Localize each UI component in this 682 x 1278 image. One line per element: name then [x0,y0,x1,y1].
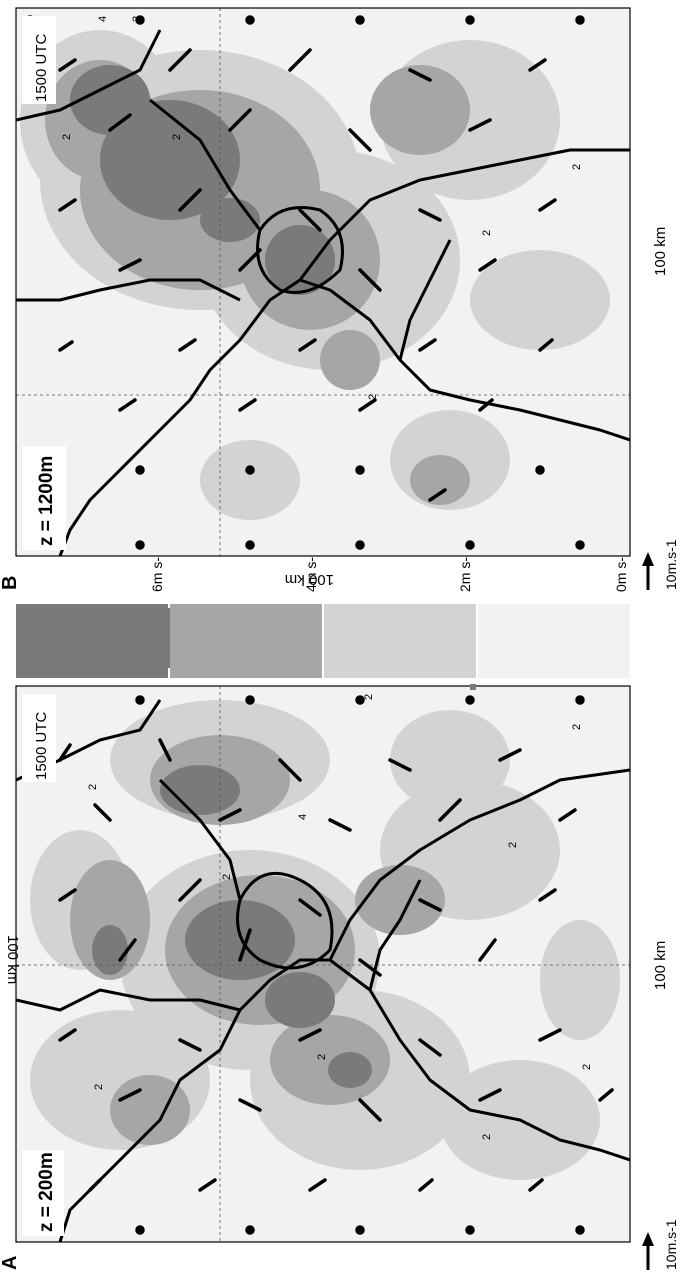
panel-a-time-box [22,694,56,782]
panel-b-vector-field [25,15,585,550]
contour-label: 2 [363,694,375,700]
colorbar-swatch-6 [470,684,476,690]
panel-b-time-box [22,16,56,104]
panel-b-height-box [22,446,66,550]
panel-a-vector-scale-arrow [642,1232,654,1270]
panel-b-time-label: 1500 UTC [33,33,50,102]
panel-b-letter: B [0,576,21,590]
panel-a-borders [16,699,630,1242]
colorbar-label-0: 0m s-1 [613,549,629,592]
panel-a-shading: 2 2 2 2 2 4 2 2 2 2 [16,686,630,1242]
contour-label: 2 [61,134,73,140]
contour-label: 4 [297,814,309,820]
panel-a-dashed-grid [16,686,630,1242]
colorbar-band-mid [170,604,322,678]
colorbar-label-2: 2m s-1 [457,549,473,592]
panel-a-vector-scale-label: 10m.s-1 [663,1219,679,1270]
panel-b-scale-left: 100 km [285,571,334,588]
colorbar-band-white [478,604,630,678]
colorbar-band-light [324,604,476,678]
contour-label: 2 [171,134,183,140]
panel-b-shading: 2 2 2 4 2 2 2 [16,8,630,556]
contour-label: 2 [367,394,379,400]
panel-a-height-label: z = 200m [36,1152,57,1232]
contour-label: 2 [571,164,583,170]
contour-label: 2 [87,784,99,790]
contour-label: 2 [316,1054,328,1060]
contour-label: 2 [481,230,493,236]
panel-a-vector-field [25,695,614,1235]
panel-a-time-label: 1500 UTC [33,711,50,780]
colorbar-label-6: 6m s-1 [149,549,165,592]
contour-label: 2 [571,724,583,730]
colorbar: 6m s-1 4m s-1 2m s-1 0m s-1 [16,549,630,690]
colorbar-label-4: 4m s-1 [303,549,319,592]
colorbar-band-dark-rect [16,604,168,678]
panel-a-letter: A [0,1256,21,1270]
panel-b-borders [16,29,630,556]
contour-label: 2 [481,1134,493,1140]
contour-label: 2 [221,874,233,880]
panel-b-contour-labels: 2 2 2 4 2 2 2 [61,16,583,400]
panel-b-height-label: z = 1200m [36,456,57,546]
panel-b-scale-bottom: 100 km [652,227,669,276]
panel-a-height-box [22,1150,64,1236]
contour-label: 2 [581,1064,593,1070]
contour-label: 4 [97,16,109,22]
panel-b-vector-scale-arrow [642,552,654,590]
panel-b-dashed-grid [16,8,630,556]
contour-label: 2 [93,1084,105,1090]
panel-b-vector-scale-label: 10m.s-1 [663,539,679,590]
panel-a: 2 2 2 2 2 4 2 2 2 2 z = 200m 1500 UTC 10… [0,685,679,1270]
panel-b-frame [15,7,631,557]
panel-b: 2 2 2 4 2 2 2 z = 1200m 1500 UTC 100 km … [0,7,679,590]
panel-a-scale-bottom: 100 km [652,941,669,990]
panel-a-contour-labels: 2 2 2 2 2 4 2 2 2 2 [87,694,593,1140]
panel-a-frame [15,685,631,1243]
panel-b-dark-regions [70,65,335,295]
panel-a-scale-left: 100 km [4,935,21,984]
contour-label: 2 [131,16,143,22]
contour-label: 2 [507,842,519,848]
